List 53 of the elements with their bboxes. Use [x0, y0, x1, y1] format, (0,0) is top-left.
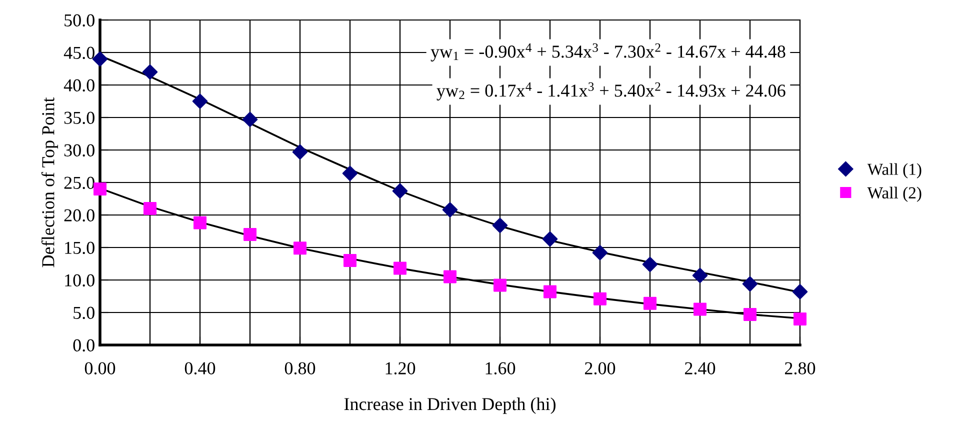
x-tick-label: 0.00: [84, 362, 116, 374]
point: [442, 202, 458, 218]
point: [692, 268, 708, 284]
point: [192, 94, 208, 109]
point: [742, 276, 758, 292]
y-tick-label: 45.0: [64, 46, 94, 60]
x-tick-label: 1.60: [486, 362, 516, 374]
y-tick-label: 40.0: [64, 79, 94, 92]
point: [193, 216, 207, 230]
point: [342, 166, 358, 182]
y-tick-label: 35.0: [64, 112, 94, 124]
x-tick-label: 0.40: [184, 362, 216, 374]
point: [142, 64, 158, 80]
point: [593, 292, 607, 306]
y-tick-label: 30.0: [64, 144, 94, 157]
point: [143, 202, 157, 216]
point: [243, 228, 257, 242]
x-tick-label: 2.80: [784, 362, 816, 374]
y-tick-label: 5.0: [74, 306, 94, 320]
x-tick-label: 2.00: [584, 362, 616, 374]
text: yw$_{1}$ = -0.90x$^{4}$ + 5.34x$^{3}$ - 7.30x$^{2}$ - 14.67x + 44.48: [430, 43, 786, 62]
point: [393, 262, 407, 275]
y-tick-label: 20.0: [64, 209, 94, 222]
y-tick-label: 25.0: [64, 176, 94, 190]
point: [793, 312, 807, 326]
legend-label: Wall (2): [867, 186, 922, 202]
text: yw$_{2}$ = 0.17x$^{4}$ - 1.41x$^{3}$ + 5.40x$^{2}$ - 14.93x + 24.06: [436, 82, 786, 100]
point: [293, 242, 307, 255]
y-tick-label: 10.0: [65, 274, 94, 287]
legend-label: Wall (1): [867, 163, 922, 178]
point: [743, 308, 757, 321]
x-tick-label: 1.20: [386, 362, 416, 374]
point: [543, 285, 557, 298]
y-tick-label: 50.0: [64, 14, 94, 27]
point: [292, 144, 308, 160]
point: [643, 296, 657, 310]
point: [392, 183, 408, 199]
point: [792, 284, 808, 300]
point: [693, 302, 707, 316]
point: [443, 270, 457, 284]
point: [492, 218, 508, 234]
x-tick-label: 0.80: [284, 362, 316, 374]
point: [242, 112, 258, 128]
x-tick-label: 2.40: [684, 362, 716, 374]
point: [343, 254, 357, 268]
point: [642, 256, 658, 272]
point: [542, 231, 558, 247]
x-axis-title: Increase in Driven Depth (hi): [344, 397, 556, 414]
y-tick-label: 15.0: [65, 242, 94, 254]
point: [493, 278, 507, 292]
point: [592, 245, 608, 260]
y-tick-label: 0.0: [73, 339, 94, 352]
y-axis-title: Deflection of Top Point: [41, 97, 58, 268]
